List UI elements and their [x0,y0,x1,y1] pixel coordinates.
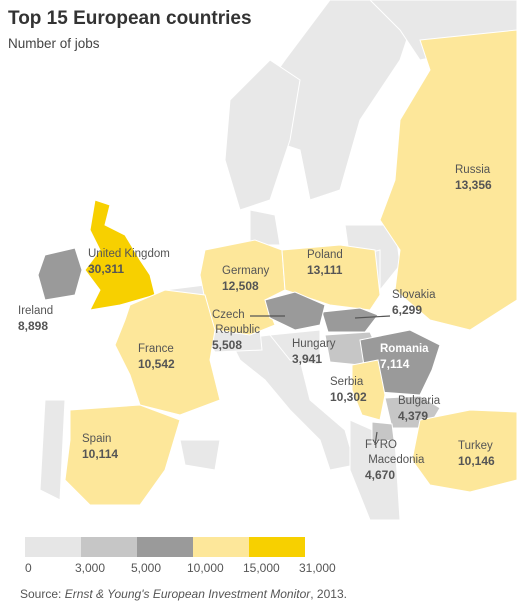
country [264,291,326,331]
country [64,404,181,506]
country [371,421,395,443]
country-value: 7,114 [380,357,410,371]
subtitle: Number of jobs [8,36,100,51]
country [37,247,83,301]
legend-tick-label: 5,000 [131,561,161,575]
country-name: Bulgaria [398,395,441,407]
country-name: Germany [222,265,270,277]
country-name: Hungary [292,338,336,350]
country-value: 30,311 [88,262,124,276]
country-value: 13,356 [455,178,492,192]
country-value: 10,114 [82,447,118,461]
country-value: 13,111 [307,263,343,277]
leader-line [354,315,391,319]
source-suffix: , 2013. [310,587,347,601]
country-name: Slovakia [392,289,436,301]
legend-tick-label: 3,000 [75,561,105,575]
country-name: Russia [455,164,491,176]
country-value: 4,670 [365,468,395,482]
country-name: United Kingdom [88,248,170,260]
country [321,307,379,333]
legend-swatch [193,537,249,557]
countries [37,29,517,506]
legend-tick-label: 10,000 [187,561,224,575]
country [379,29,517,331]
country-name: Romania [380,343,429,355]
source-work: Ernst & Young's European Investment Moni… [65,587,312,601]
leader-line [374,431,378,446]
country [351,359,386,421]
country-value: 5,508 [212,338,242,352]
legend-swatch [137,537,193,557]
country [199,239,286,336]
country-name: France [138,343,174,355]
country-labels: Russia 13,356 United Kingdom 30,311 Ireland 8… [18,164,495,482]
source: Source: Ernst & Young's European Investm… [20,587,347,601]
title: Top 15 European countries [8,8,252,29]
country-value: 10,146 [458,454,495,468]
source-prefix: Source: [20,587,65,601]
country-name: Ireland [18,305,53,317]
country-name: Czech Republic [212,309,260,336]
legend-swatch [249,537,305,557]
country-name: Poland [307,249,343,261]
legend-swatch [81,537,137,557]
country-value: 12,508 [222,279,259,293]
country [84,199,156,311]
legend-swatch [25,537,81,557]
country-value: 8,898 [18,319,48,333]
country-name: Turkey [458,440,493,452]
country-value: 6,299 [392,303,422,317]
legend-tick-label: 0 [25,561,32,575]
country-name: FYRO Macedonia [365,439,425,466]
country-value: 3,941 [292,352,322,366]
legend-tick-label: 15,000 [243,561,280,575]
country-value: 10,542 [138,357,175,371]
country-value: 4,379 [398,409,428,423]
country-name: Spain [82,433,111,445]
legend: 0 3,000 5,000 10,000 15,000 31,000 [25,537,336,575]
country-value: 10,302 [330,390,367,404]
country [411,409,517,493]
country-name: Serbia [330,376,364,388]
country [114,289,221,416]
legend-tick-label: 31,000 [299,561,336,575]
